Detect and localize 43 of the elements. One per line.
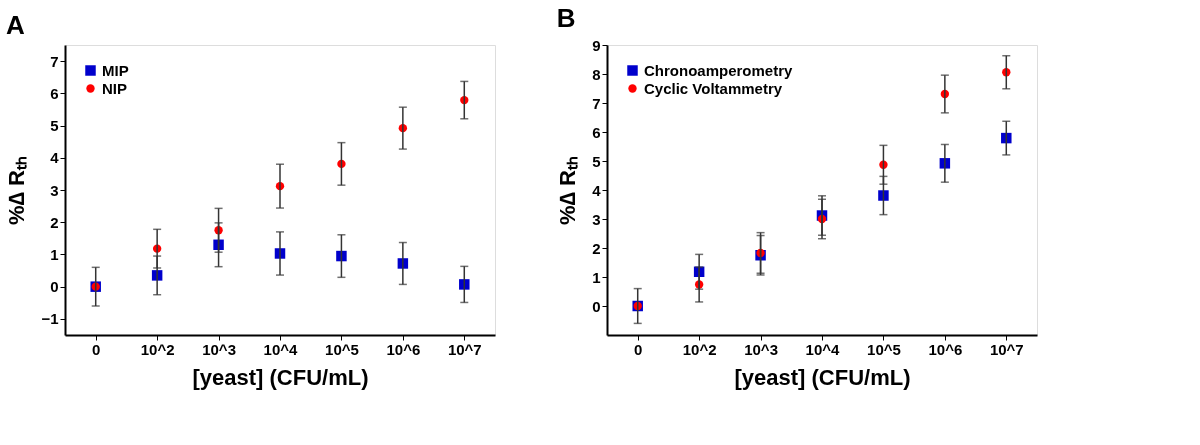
x-tick-label: 0: [92, 340, 101, 358]
y-tick-label: 9: [592, 36, 601, 54]
y-tick-label: 3: [592, 210, 601, 228]
x-tick-label: 10^4: [263, 340, 299, 358]
y-tick-label: 5: [592, 152, 601, 170]
chart-title: A: [5, 10, 25, 40]
y-tick-label: 8: [592, 65, 601, 83]
chart-title: B: [556, 3, 576, 33]
y-tick-label: 6: [50, 84, 59, 102]
y-tick-label: 2: [50, 213, 59, 231]
x-tick-label: 10^7: [989, 340, 1024, 358]
y-tick-label: 7: [592, 94, 601, 112]
y-tick-label: 1: [592, 268, 601, 286]
x-tick-label: 10^7: [447, 340, 482, 358]
x-tick-label: 10^5: [325, 340, 359, 358]
x-tick-label: 0: [634, 340, 643, 358]
y-axis-title: %∆ Rₜₕ: [4, 155, 30, 226]
legend-label: MIP: [102, 61, 129, 79]
x-tick-label: 10^2: [140, 340, 175, 358]
y-tick-label: 4: [592, 181, 602, 199]
y-tick-label: 5: [50, 117, 59, 135]
legend-label: Cyclic Voltammetry: [644, 79, 783, 97]
x-axis-title: [yeast] (CFU/mL): [192, 364, 369, 390]
y-tick-label: 4: [50, 149, 60, 167]
y-axis-title: %∆ Rₜₕ: [555, 155, 581, 226]
y-tick-label: 7: [50, 52, 59, 70]
y-tick-label: 0: [50, 278, 59, 296]
y-tick-label: −1: [41, 310, 59, 328]
x-tick-label: 10^3: [202, 340, 236, 358]
x-tick-label: 10^3: [744, 340, 778, 358]
y-tick-label: 2: [592, 239, 601, 257]
y-tick-label: 0: [592, 297, 601, 315]
x-axis-title: [yeast] (CFU/mL): [734, 364, 911, 390]
y-tick-label: 6: [592, 123, 601, 141]
x-tick-label: 10^6: [386, 340, 421, 358]
x-tick-label: 10^6: [928, 340, 963, 358]
y-tick-label: 1: [50, 245, 59, 263]
legend-label: NIP: [102, 79, 128, 97]
legend-label: Chronoamperometry: [644, 61, 794, 79]
x-tick-label: 10^2: [682, 340, 717, 358]
x-tick-label: 10^4: [805, 340, 841, 358]
y-tick-label: 3: [50, 181, 59, 199]
x-tick-label: 10^5: [867, 340, 901, 358]
